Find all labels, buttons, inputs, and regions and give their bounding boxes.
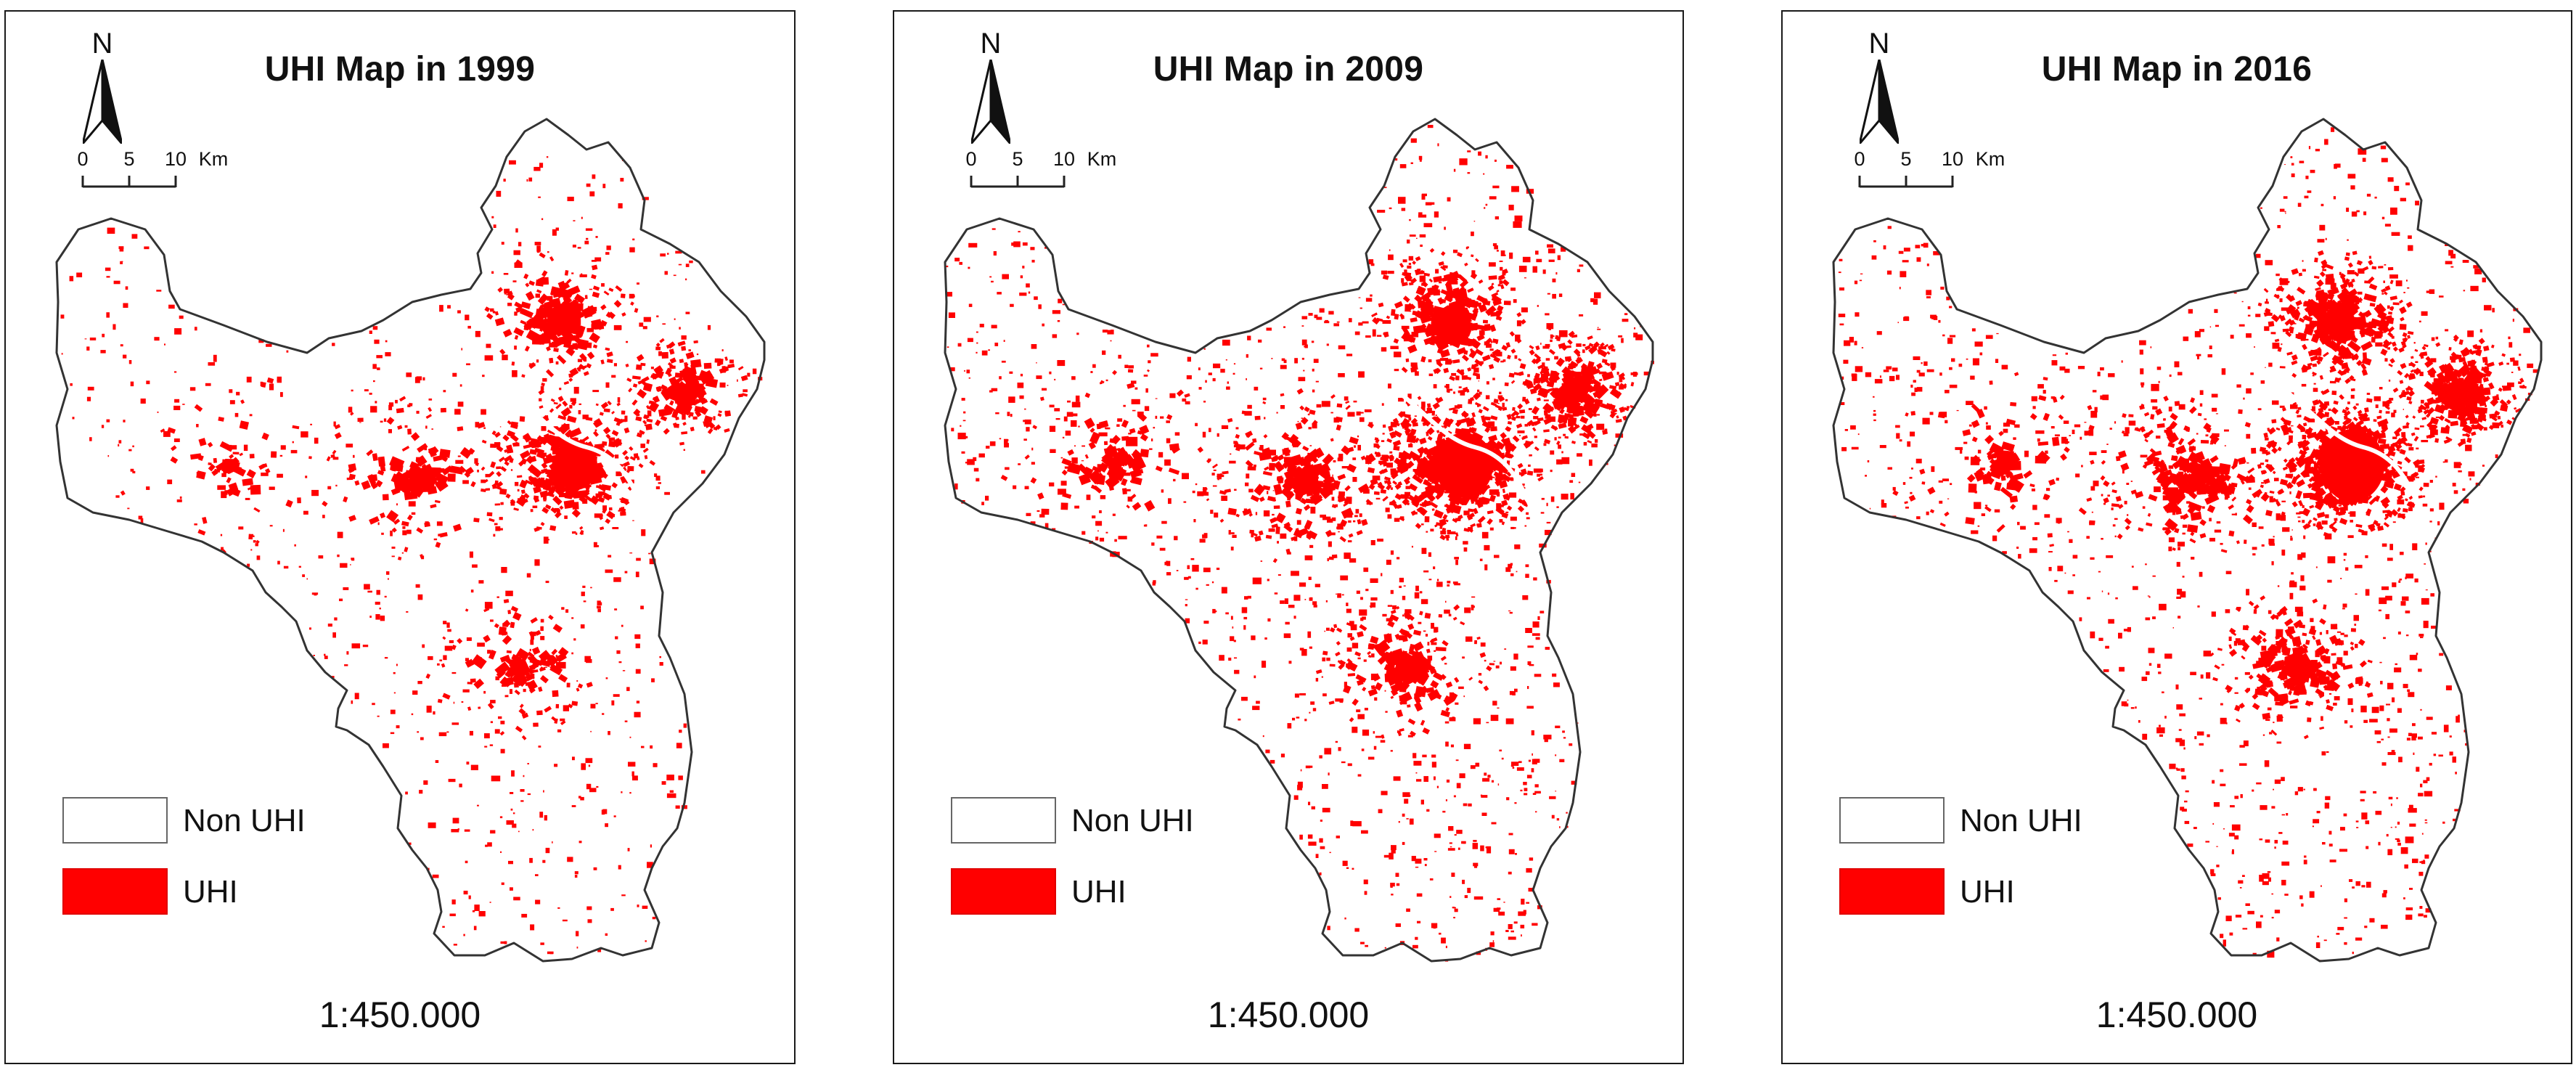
uhi-map (1832, 118, 2543, 963)
north-label: N (1868, 28, 1890, 60)
map-title: UHI Map in 1999 (264, 50, 536, 89)
river-line (2282, 387, 2424, 514)
river-line (505, 387, 647, 514)
scale-tick-0: 0 (77, 148, 89, 170)
legend-label-non-uhi: Non UHI (1960, 803, 2082, 838)
province-boundary (1832, 118, 2543, 963)
scale-bar-line (81, 176, 177, 188)
uhi-patches (1838, 127, 2538, 961)
uhi-map (944, 118, 1654, 963)
map-title: UHI Map in 2016 (2041, 50, 2313, 89)
legend-label-uhi: UHI (183, 874, 238, 910)
scale-tick-10: 10 (1941, 148, 1964, 170)
scale-ratio: 1:450.000 (319, 995, 481, 1035)
scale-unit: Km (1975, 148, 2005, 170)
river-line (1394, 387, 1535, 514)
province-boundary (55, 118, 766, 963)
map-title: UHI Map in 2009 (1153, 50, 1424, 89)
north-arrow: N (958, 28, 1023, 144)
legend-label-non-uhi: Non UHI (1071, 803, 1194, 838)
scale-bar-line (970, 176, 1066, 188)
legend-swatch-uhi (1839, 868, 1945, 915)
map-panel-1: UHI Map in 1999 N 0 5 10 Km Non UHI (4, 10, 796, 1064)
uhi-patches (946, 125, 1654, 962)
scale-tick-5: 5 (1900, 148, 1912, 170)
scale-tick-10: 10 (1052, 148, 1076, 170)
scale-bar-line (1858, 176, 1954, 188)
scale-unit: Km (1087, 148, 1117, 170)
scale-tick-10: 10 (164, 148, 187, 170)
scale-tick-5: 5 (1012, 148, 1023, 170)
legend-label-non-uhi: Non UHI (183, 803, 306, 838)
scale-tick-5: 5 (123, 148, 135, 170)
scale-tick-0: 0 (965, 148, 977, 170)
north-label: N (91, 28, 113, 60)
uhi-patches (60, 156, 763, 955)
north-arrow: N (70, 28, 135, 144)
legend-label-uhi: UHI (1071, 874, 1127, 910)
map-panel-3: UHI Map in 2016 N 0 5 10 Km Non UHI (1781, 10, 2572, 1064)
scale-bar: 0 5 10 Km (77, 148, 263, 206)
legend-swatch-non-uhi (1839, 797, 1945, 844)
legend-swatch-non-uhi (62, 797, 168, 844)
scale-ratio: 1:450.000 (1207, 995, 1370, 1035)
legend-swatch-uhi (62, 868, 168, 915)
north-label: N (980, 28, 1002, 60)
scale-unit: Km (198, 148, 229, 170)
scale-bar: 0 5 10 Km (1854, 148, 2040, 206)
uhi-map (55, 118, 766, 963)
province-boundary (944, 118, 1654, 963)
scale-bar: 0 5 10 Km (965, 148, 1151, 206)
north-arrow-icon (971, 60, 1010, 144)
north-arrow-icon (83, 60, 122, 144)
north-arrow-icon (1860, 60, 1899, 144)
scale-tick-0: 0 (1854, 148, 1865, 170)
scale-ratio: 1:450.000 (2095, 995, 2258, 1035)
legend-label-uhi: UHI (1960, 874, 2015, 910)
north-arrow: N (1847, 28, 1912, 144)
legend-swatch-non-uhi (951, 797, 1056, 844)
map-panel-2: UHI Map in 2009 N 0 5 10 Km Non UHI (893, 10, 1684, 1064)
legend-swatch-uhi (951, 868, 1056, 915)
